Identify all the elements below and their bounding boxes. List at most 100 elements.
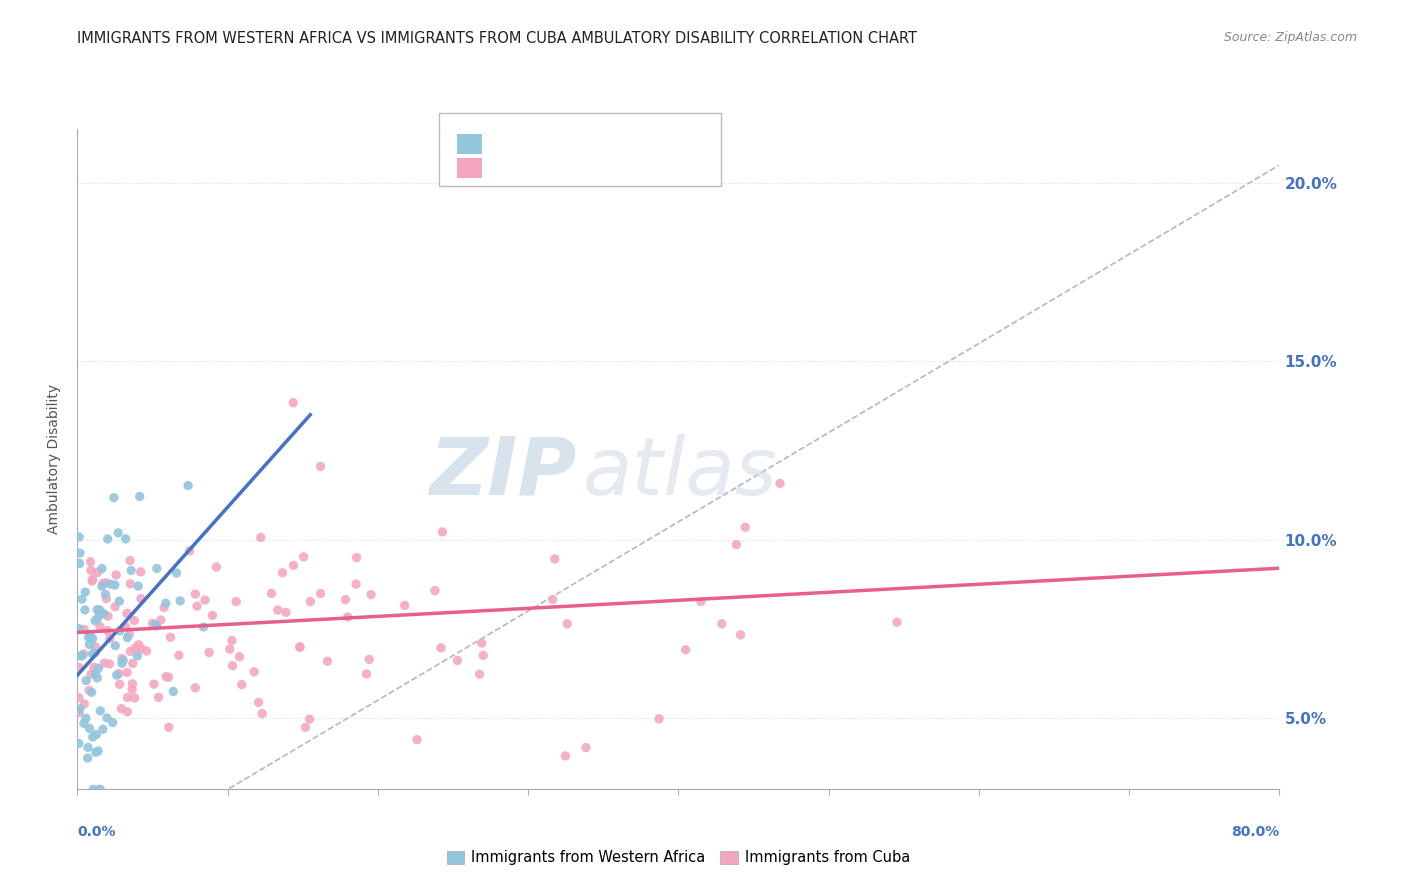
Point — [124, 614, 146, 628]
Point — [143, 677, 166, 691]
Point — [201, 608, 224, 623]
Point — [94, 576, 117, 591]
Point — [89, 607, 111, 621]
Point — [127, 648, 149, 663]
Point — [67, 660, 90, 674]
Point — [67, 690, 90, 705]
Point — [359, 652, 381, 666]
Text: atlas: atlas — [582, 434, 778, 512]
Point — [77, 683, 100, 698]
Point — [90, 579, 112, 593]
Point — [555, 616, 578, 631]
Point — [89, 704, 111, 718]
Point — [75, 711, 97, 725]
Point — [83, 660, 105, 674]
Point — [86, 603, 108, 617]
Point — [725, 538, 748, 552]
Point — [250, 706, 273, 721]
Point — [79, 722, 101, 736]
Point — [271, 566, 294, 580]
Point — [221, 658, 243, 673]
Point — [730, 628, 752, 642]
Point — [79, 638, 101, 652]
Point — [67, 706, 90, 720]
Point — [67, 737, 90, 751]
Point — [128, 490, 150, 504]
Point — [84, 646, 107, 660]
Point — [149, 613, 172, 627]
Point — [162, 684, 184, 698]
Point — [117, 690, 139, 705]
Text: IMMIGRANTS FROM WESTERN AFRICA VS IMMIGRANTS FROM CUBA AMBULATORY DISABILITY COR: IMMIGRANTS FROM WESTERN AFRICA VS IMMIGR… — [77, 31, 917, 46]
Point — [336, 610, 359, 624]
Point — [96, 624, 118, 638]
Point — [127, 579, 149, 593]
Point — [221, 633, 243, 648]
Point — [260, 586, 283, 600]
Point — [70, 592, 93, 607]
Point — [69, 546, 91, 560]
Point — [468, 667, 491, 681]
Point — [104, 599, 127, 614]
Point — [114, 532, 136, 546]
Point — [84, 666, 107, 681]
Point — [86, 671, 108, 685]
Point — [89, 603, 111, 617]
Point — [114, 619, 136, 633]
Point — [120, 577, 142, 591]
Point — [228, 649, 250, 664]
Point — [87, 782, 110, 797]
Point — [104, 639, 127, 653]
Point — [76, 751, 98, 765]
Point — [356, 667, 378, 681]
Point — [267, 603, 290, 617]
Point — [121, 682, 143, 697]
Point — [96, 591, 118, 606]
Point — [193, 620, 215, 634]
Point — [87, 661, 110, 675]
Point — [146, 561, 169, 575]
Point — [111, 651, 134, 665]
Point — [344, 577, 367, 591]
Point — [87, 744, 110, 758]
Point — [186, 599, 208, 613]
Point — [77, 631, 100, 645]
Point — [124, 690, 146, 705]
Point — [118, 627, 141, 641]
Point — [205, 560, 228, 574]
Text: Source: ZipAtlas.com: Source: ZipAtlas.com — [1223, 31, 1357, 45]
Point — [104, 578, 127, 592]
Point — [128, 638, 150, 652]
Point — [247, 695, 270, 709]
Point — [169, 594, 191, 608]
Point — [283, 395, 305, 409]
Point — [541, 592, 564, 607]
Point — [406, 732, 429, 747]
Point — [84, 745, 107, 759]
Point — [82, 632, 104, 646]
Point — [299, 594, 322, 608]
Point — [75, 673, 97, 688]
Point — [554, 748, 576, 763]
Point — [105, 568, 128, 582]
Point — [131, 641, 153, 656]
Point — [294, 720, 316, 734]
Point — [73, 623, 96, 637]
Point — [225, 594, 247, 608]
Point — [80, 667, 103, 681]
Point — [97, 532, 120, 546]
Point — [69, 702, 91, 716]
Point — [117, 631, 139, 645]
Point — [710, 616, 733, 631]
Point — [79, 627, 101, 641]
Point — [70, 648, 93, 663]
Point — [108, 677, 131, 691]
Point — [274, 605, 297, 619]
Point — [75, 585, 97, 599]
Point — [231, 678, 253, 692]
Y-axis label: Ambulatory Disability: Ambulatory Disability — [48, 384, 62, 534]
Text: R = 0.140: R = 0.140 — [494, 157, 576, 171]
Point — [472, 648, 495, 663]
Point — [82, 572, 104, 586]
Point — [309, 586, 332, 600]
